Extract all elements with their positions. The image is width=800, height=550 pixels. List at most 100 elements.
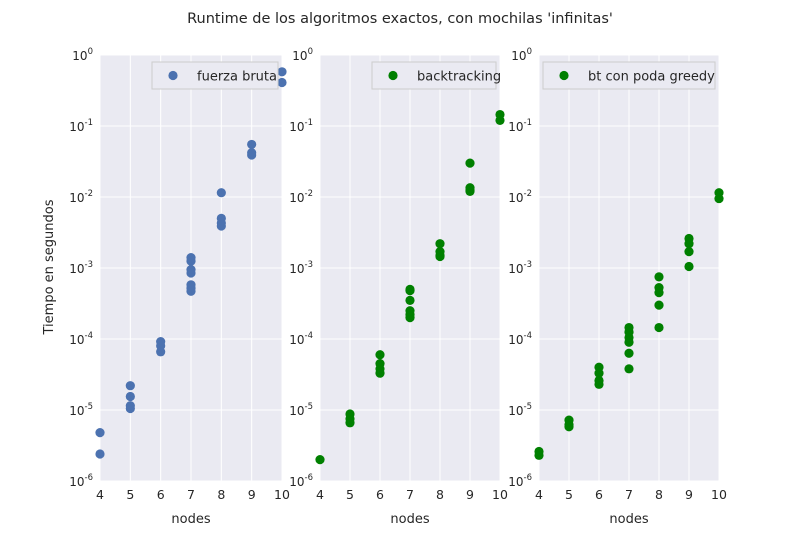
series-points [534, 188, 724, 460]
data-point [654, 322, 664, 333]
data-point [495, 115, 505, 125]
data-point [186, 256, 196, 266]
data-point [534, 450, 544, 460]
y-tick-label: 10-4 [289, 331, 313, 347]
data-point [684, 239, 694, 249]
legend-label: backtracking [417, 70, 501, 85]
x-tick-label: 5 [565, 487, 573, 502]
x-tick-label: 5 [126, 487, 134, 502]
data-point [624, 364, 634, 374]
x-tick-label: 5 [346, 487, 354, 502]
x-tick-label: 9 [685, 487, 693, 502]
x-axis-label: nodes [609, 512, 648, 527]
y-tick-label: 100 [72, 47, 93, 63]
y-tick-label: 10-4 [69, 331, 93, 347]
y-tick-label: 10-2 [69, 189, 93, 205]
y-tick-label: 10-3 [508, 260, 532, 276]
x-tick-label: 9 [248, 487, 256, 502]
series-points [95, 67, 287, 459]
data-point [465, 158, 475, 168]
data-point [277, 77, 287, 88]
x-tick-label: 4 [316, 487, 324, 502]
data-point [216, 221, 226, 231]
series-points [315, 109, 505, 465]
y-tick-label: 10-3 [69, 260, 93, 276]
y-tick-label: 10-1 [508, 118, 532, 134]
data-point [247, 150, 257, 160]
y-tick-label: 10-6 [508, 473, 532, 489]
x-tick-label: 10 [711, 487, 727, 502]
data-point [624, 337, 634, 347]
legend: backtracking [371, 61, 501, 90]
data-point [315, 455, 325, 465]
data-point [247, 139, 257, 150]
data-point [684, 247, 694, 257]
subplots: 4 5 6 7 8 9 1010-610-510-410-310-210-1100nodes… [69, 47, 727, 527]
data-point [95, 428, 105, 438]
y-tick-label: 100 [511, 47, 532, 63]
x-axis-label: nodes [171, 512, 210, 527]
legend-label: bt con poda greedy [588, 70, 715, 85]
data-point [594, 368, 604, 378]
x-tick-label: 8 [217, 487, 225, 502]
legend: fuerza bruta [151, 61, 279, 90]
data-point [624, 348, 634, 358]
x-tick-label: 8 [655, 487, 663, 502]
data-point [405, 295, 415, 305]
subplot-2: 4 5 6 7 8 9 10 10-6 10-5 10-4 10-3 10-2 10-1 100 nodes… [289, 47, 508, 527]
y-tick-label: 10-6 [69, 473, 93, 489]
y-tick-label: 10-5 [289, 402, 313, 418]
data-point [435, 239, 445, 249]
legend-marker [168, 70, 178, 81]
data-point [95, 449, 105, 459]
data-point [125, 391, 135, 402]
y-tick-label: 10-5 [69, 402, 93, 418]
data-point [654, 288, 664, 298]
x-tick-label: 9 [466, 487, 474, 502]
legend-frame [542, 61, 716, 90]
data-point [594, 379, 604, 389]
data-point [465, 186, 475, 196]
x-tick-label: 10 [274, 487, 290, 502]
legend-marker [388, 70, 398, 81]
data-point [714, 193, 724, 204]
data-point [156, 347, 166, 357]
x-tick-label: 4 [96, 487, 104, 502]
data-point [186, 268, 196, 278]
data-point [125, 381, 135, 391]
data-point [684, 261, 694, 272]
subplot-3: 4 5 6 7 8 9 10 10-6 10-5 10-4 10-3 10-2 10-1 100 nodes… [508, 47, 727, 527]
x-tick-label: 10 [492, 487, 508, 502]
subplot-1: 4 5 6 7 8 9 10 10-6 10-5 10-4 10-3 10-2 10-1 100 nodes… [69, 47, 290, 527]
data-point [186, 286, 196, 296]
data-point [654, 300, 664, 310]
data-point [435, 251, 445, 262]
y-axis-label: Tiempo en segundos [42, 199, 57, 335]
data-point [375, 350, 385, 360]
x-tick-label: 6 [595, 487, 603, 502]
y-tick-label: 10-2 [508, 189, 532, 205]
x-tick-label: 7 [406, 487, 414, 502]
legend: bt con poda greedy [542, 61, 716, 90]
y-tick-label: 100 [292, 47, 313, 63]
data-point [216, 188, 226, 198]
data-point [277, 67, 287, 77]
y-tick-label: 10-2 [289, 189, 313, 205]
y-tick-label: 10-3 [289, 260, 313, 276]
data-point [345, 418, 355, 428]
data-point [125, 403, 135, 414]
x-tick-label: 6 [376, 487, 384, 502]
legend-marker [559, 70, 569, 81]
data-point [654, 272, 664, 282]
y-tick-label: 10-1 [69, 118, 93, 134]
data-point [564, 422, 574, 432]
x-axis-label: nodes [390, 512, 429, 527]
x-tick-label: 7 [625, 487, 633, 502]
y-tick-label: 10-6 [289, 473, 313, 489]
x-tick-label: 7 [187, 487, 195, 502]
data-point [405, 286, 415, 296]
y-tick-label: 10-1 [289, 118, 313, 134]
data-point [375, 368, 385, 378]
x-tick-label: 8 [436, 487, 444, 502]
